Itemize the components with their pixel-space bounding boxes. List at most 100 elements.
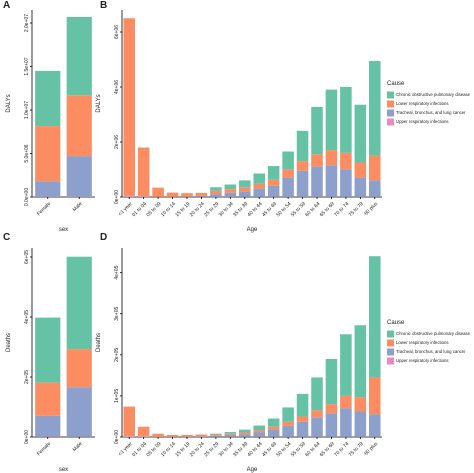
- legend-swatch: [387, 330, 394, 338]
- x-tick-label: Female: [36, 441, 52, 457]
- y-tick-label: 6e+05: [24, 250, 30, 264]
- bar-segment: [253, 173, 265, 184]
- bar-segment: [267, 418, 280, 427]
- bar-segment: [166, 434, 179, 437]
- bar-segment: [325, 165, 338, 197]
- bar-segment: [354, 104, 367, 163]
- x-tick-label: 60 to 64: [304, 201, 321, 218]
- bar-segment: [282, 169, 294, 178]
- legend-label: Tracheal, bronchus, and lung cancer: [396, 110, 466, 115]
- panel-label: D: [100, 232, 107, 243]
- x-tick-label: 20 to 24: [189, 441, 206, 458]
- legend-swatch: [387, 91, 394, 99]
- bar-segment: [35, 70, 61, 127]
- bar-segment: [267, 166, 280, 180]
- bar-segment: [253, 432, 265, 437]
- bar-segment: [224, 184, 237, 190]
- bar-segment: [123, 406, 135, 437]
- x-tick-label: 25 to 29: [203, 441, 220, 458]
- bar-segment: [210, 435, 222, 437]
- x-tick-label: 05 to 09: [145, 201, 162, 218]
- y-axis-label: DALYs: [6, 94, 12, 112]
- legend-label: Chronic obstructive pulmonary disease: [396, 331, 471, 336]
- bar-segment: [137, 426, 150, 437]
- x-tick-label: 55 to 59: [290, 441, 307, 458]
- bar-segment: [325, 150, 338, 166]
- legend-label: Lower respiratory infections: [396, 340, 449, 345]
- bar-segment: [369, 414, 381, 437]
- bar-segment: [354, 411, 367, 437]
- bar-segment: [224, 434, 237, 437]
- bar-segment: [210, 190, 222, 195]
- x-tick-label: 70 to 74: [333, 441, 350, 458]
- legend-swatch: [387, 118, 394, 126]
- x-tick-label: 75 to 79: [348, 201, 365, 218]
- y-tick-label: 4e+05: [24, 310, 30, 324]
- bar-segment: [253, 188, 265, 197]
- x-tick-label: 30 to 34: [218, 441, 235, 458]
- y-tick-label: 2e+05: [24, 370, 30, 384]
- x-tick-label: 35 to 39: [232, 441, 249, 458]
- bar-segment: [210, 434, 222, 436]
- bar-segment: [166, 192, 179, 197]
- y-tick-label: 2e+05: [114, 348, 120, 362]
- bar-segment: [137, 147, 150, 197]
- x-tick-label: 80 plus: [363, 201, 379, 217]
- bar-segment: [35, 126, 61, 182]
- bar-segment: [369, 377, 381, 415]
- bar-segment: [239, 187, 251, 192]
- x-tick-label: 15 to 19: [174, 201, 191, 218]
- y-tick-label: 1.5e+07: [24, 57, 30, 75]
- bar-segment: [35, 382, 61, 416]
- bar-segment: [325, 358, 338, 405]
- bar-segment: [239, 434, 251, 437]
- bar-segment: [325, 413, 338, 437]
- bar-segment: [66, 16, 92, 96]
- x-tick-label: 80 plus: [363, 441, 379, 457]
- bar-segment: [340, 152, 352, 170]
- x-tick-label: 60 to 64: [304, 441, 321, 458]
- y-tick-label: 0e+00: [114, 190, 120, 204]
- bar-segment: [311, 377, 323, 411]
- bar-segment: [239, 429, 251, 433]
- bar-segment: [224, 433, 237, 435]
- bar-segment: [311, 166, 323, 197]
- legend-title: Cause: [387, 320, 405, 326]
- bar-segment: [253, 425, 265, 431]
- bar-segment: [239, 180, 251, 188]
- y-tick-label: 0.0e+00: [24, 188, 30, 206]
- legend-swatch: [387, 357, 394, 365]
- bar-segment: [282, 177, 294, 197]
- bar-segment: [66, 349, 92, 388]
- x-tick-label: 20 to 24: [189, 201, 206, 218]
- bar-segment: [210, 187, 222, 191]
- bar-segment: [340, 169, 352, 197]
- x-tick-label: 10 to 14: [160, 441, 177, 458]
- y-tick-label: 4e+06: [114, 80, 120, 94]
- bar-segment: [340, 408, 352, 437]
- x-tick-label: Male: [72, 441, 84, 453]
- bar-segment: [181, 193, 193, 197]
- bar-segment: [282, 425, 294, 437]
- x-tick-label: 01 to 04: [131, 201, 148, 218]
- x-tick-label: 65 to 69: [319, 201, 336, 218]
- x-tick-label: 45 to 49: [261, 201, 278, 218]
- bar-segment: [123, 195, 135, 197]
- x-tick-label: 10 to 14: [160, 201, 177, 218]
- bar-segment: [282, 421, 294, 426]
- bar-segment: [195, 195, 208, 197]
- bar-segment: [311, 154, 323, 167]
- x-tick-label: 25 to 29: [203, 201, 220, 218]
- bar-segment: [224, 189, 237, 193]
- bar-segment: [296, 130, 309, 162]
- y-tick-label: 0e+00: [24, 430, 30, 444]
- bar-segment: [267, 179, 280, 186]
- bar-segment: [123, 436, 135, 437]
- bar-segment: [267, 185, 280, 197]
- y-tick-label: 2.0e+07: [24, 14, 30, 32]
- x-tick-label: 40 to 44: [247, 201, 264, 218]
- bar-segment: [253, 430, 265, 433]
- x-axis-label: Age: [247, 227, 258, 233]
- bar-segment: [296, 393, 309, 417]
